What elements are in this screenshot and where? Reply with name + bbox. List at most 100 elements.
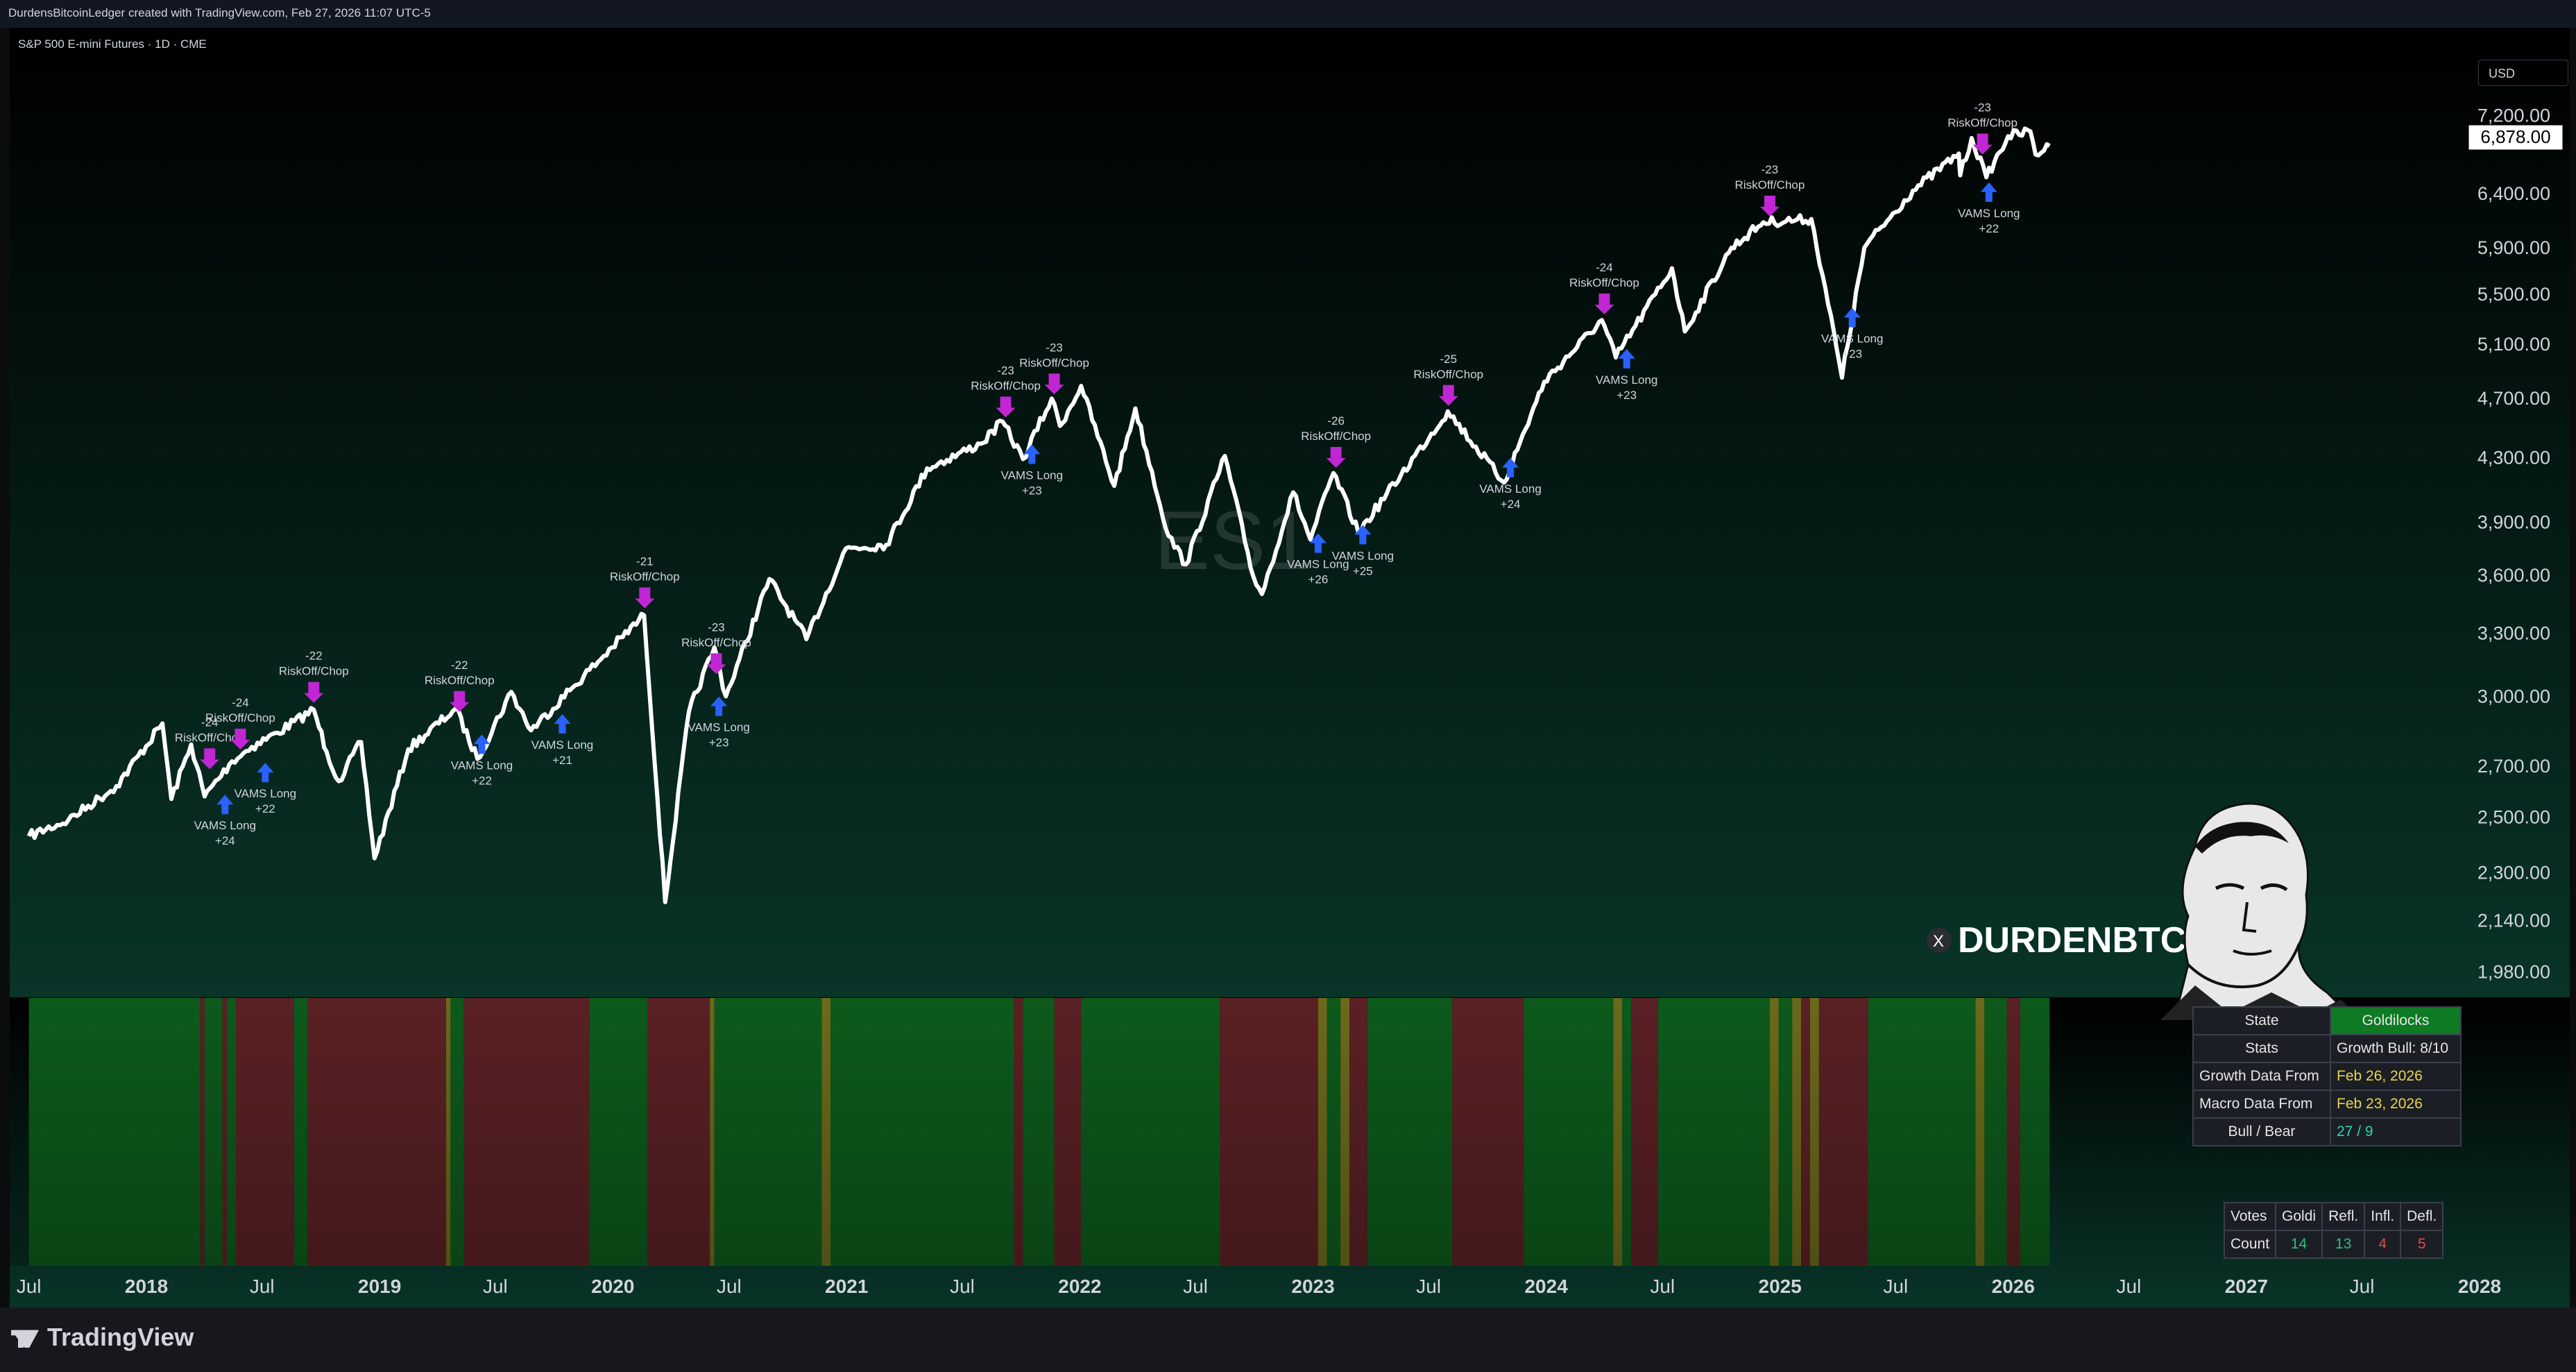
current-price-label: 6,878.00 [2480,126,2550,147]
infl-header: Infl. [2364,1202,2402,1231]
time-tick-label: Jul [17,1276,42,1297]
signal-label: VAMS Long [1821,332,1883,345]
bullbear-value: 27 / 9 [2330,1117,2462,1146]
tradingview-logo[interactable]: TradingView [11,1323,194,1352]
table-row: Stats Growth Bull: 8/10 [2192,1034,2462,1063]
vams-long-signal: VAMS Long +22 [1958,182,2020,235]
vams-long-signal: VAMS Long +25 [1332,525,1394,577]
time-tick-label: 2026 [1992,1276,2035,1297]
chart-frame[interactable]: S&P 500 E-mini Futures · 1D · CME ES1 Ri… [10,28,2570,1307]
down-arrow-icon [1594,293,1614,314]
price-tick-label: 5,900.00 [2477,237,2550,258]
signal-count: -24 [232,696,249,709]
time-tick-label: 2028 [2458,1276,2501,1297]
vams-long-signal: VAMS Long +23 [688,696,750,749]
riskoff-signal: RiskOff/Chop -26 [1301,414,1371,468]
time-tick-label: Jul [2350,1276,2375,1297]
signal-annotations: RiskOff/Chop-24RiskOff/Chop-24RiskOff/Ch… [175,101,2020,847]
riskoff-signal: RiskOff/Chop -21 [610,555,680,609]
signal-label: RiskOff/Chop [1735,178,1805,192]
signal-count: -22 [305,650,323,663]
signal-count: -24 [201,715,219,729]
stats-label: Stats [2192,1034,2331,1063]
time-axis[interactable]: Jul 2018 Jul 2019 Jul 2020 Jul 2021 Jul 2022 Jul 20… [17,1276,2501,1297]
riskoff-signal: RiskOff/Chop -24 [175,715,245,770]
down-arrow-icon [635,587,655,609]
signal-count: -26 [1327,414,1345,427]
signal-count: +22 [1979,222,1999,235]
signal-label: RiskOff/Chop [971,380,1041,393]
signal-count: +25 [1353,564,1373,577]
riskoff-signal: RiskOff/Chop -25 [1413,353,1483,406]
price-axis[interactable]: 7,200.00 6,400.00 5,900.00 5,500.00 5,100.00… [2477,105,2550,983]
down-arrow-icon [1759,195,1780,217]
riskoff-signal: RiskOff/Chop -24 [205,696,275,750]
signal-label: RiskOff/Chop [1301,430,1371,443]
down-arrow-icon [304,681,324,703]
bullbear-label: Bull / Bear [2192,1117,2331,1146]
signal-count: -23 [1762,163,1779,176]
signal-count: +23 [1842,347,1862,360]
time-tick-label: 2023 [1291,1276,1334,1297]
signal-count: +22 [472,774,492,787]
price-tick-label: 4,700.00 [2477,388,2550,409]
down-arrow-icon [1972,133,1993,155]
signal-label: VAMS Long [1958,207,2020,220]
signal-label: VAMS Long [1287,558,1349,571]
signal-label: VAMS Long [451,759,513,772]
symbol-line: S&P 500 E-mini Futures · 1D · CME [18,37,207,51]
signal-label: RiskOff/Chop [610,570,680,584]
defl-header: Defl. [2400,1202,2444,1231]
signal-count: +24 [1501,498,1521,511]
time-tick-label: 2024 [1524,1276,1568,1297]
signal-count: +21 [552,754,572,767]
signal-label: VAMS Long [1332,549,1394,562]
up-arrow-icon [710,696,728,716]
signal-label: RiskOff/Chop [1019,356,1089,369]
signal-count: +26 [1308,573,1328,586]
vams-long-signal: VAMS Long +24 [194,795,256,847]
up-arrow-icon [1980,182,1997,202]
time-tick-label: 2018 [125,1276,168,1297]
refl-count: 13 [2321,1230,2366,1259]
time-tick-label: Jul [250,1276,275,1297]
state-label: State [2192,1006,2331,1035]
price-line [26,126,2051,904]
price-tick-label: 3,600.00 [2477,565,2550,586]
time-tick-label: Jul [1183,1276,1208,1297]
price-tick-label: 2,140.00 [2477,910,2550,931]
signal-count: +23 [1617,389,1637,402]
signal-label: VAMS Long [688,721,749,734]
signal-label: VAMS Long [531,738,593,752]
currency-selector[interactable]: USD [2478,60,2568,86]
price-tick-label: 7,200.00 [2477,105,2550,126]
signal-count: +24 [215,834,235,847]
signal-count: -23 [1974,101,1991,114]
signal-count: +22 [255,802,275,815]
down-arrow-icon [450,691,470,712]
up-arrow-icon [1843,307,1861,328]
riskoff-signal: RiskOff/Chop -23 [1019,341,1089,395]
portrait-watermark [2133,784,2369,1022]
chart-svg[interactable]: S&P 500 E-mini Futures · 1D · CME ES1 Ri… [10,28,2570,1307]
signal-label: RiskOff/Chop [1569,276,1639,289]
goldi-header: Goldi [2275,1202,2323,1231]
riskoff-signal: RiskOff/Chop -23 [1947,101,2018,155]
brand-badge[interactable]: X DURDENBTC [1927,920,2186,960]
signal-label: VAMS Long [194,819,256,832]
time-tick-label: Jul [1883,1276,1908,1297]
riskoff-signal: RiskOff/Chop -23 [681,620,751,675]
signal-label: RiskOff/Chop [1413,368,1483,381]
refl-header: Refl. [2321,1202,2366,1231]
down-arrow-icon [1044,373,1064,395]
infl-count: 4 [2364,1230,2402,1259]
growth-value: Feb 26, 2026 [2330,1062,2462,1091]
time-tick-label: Jul [1650,1276,1675,1297]
goldi-count: 14 [2275,1230,2323,1259]
signal-count: -25 [1440,353,1457,366]
table-row: Votes Goldi Refl. Infl. Defl. [2223,1202,2444,1231]
footer-bar: TradingView [0,1307,2576,1372]
signal-count: -24 [1596,261,1613,274]
down-arrow-icon [1438,384,1458,406]
down-arrow-icon [706,653,726,675]
